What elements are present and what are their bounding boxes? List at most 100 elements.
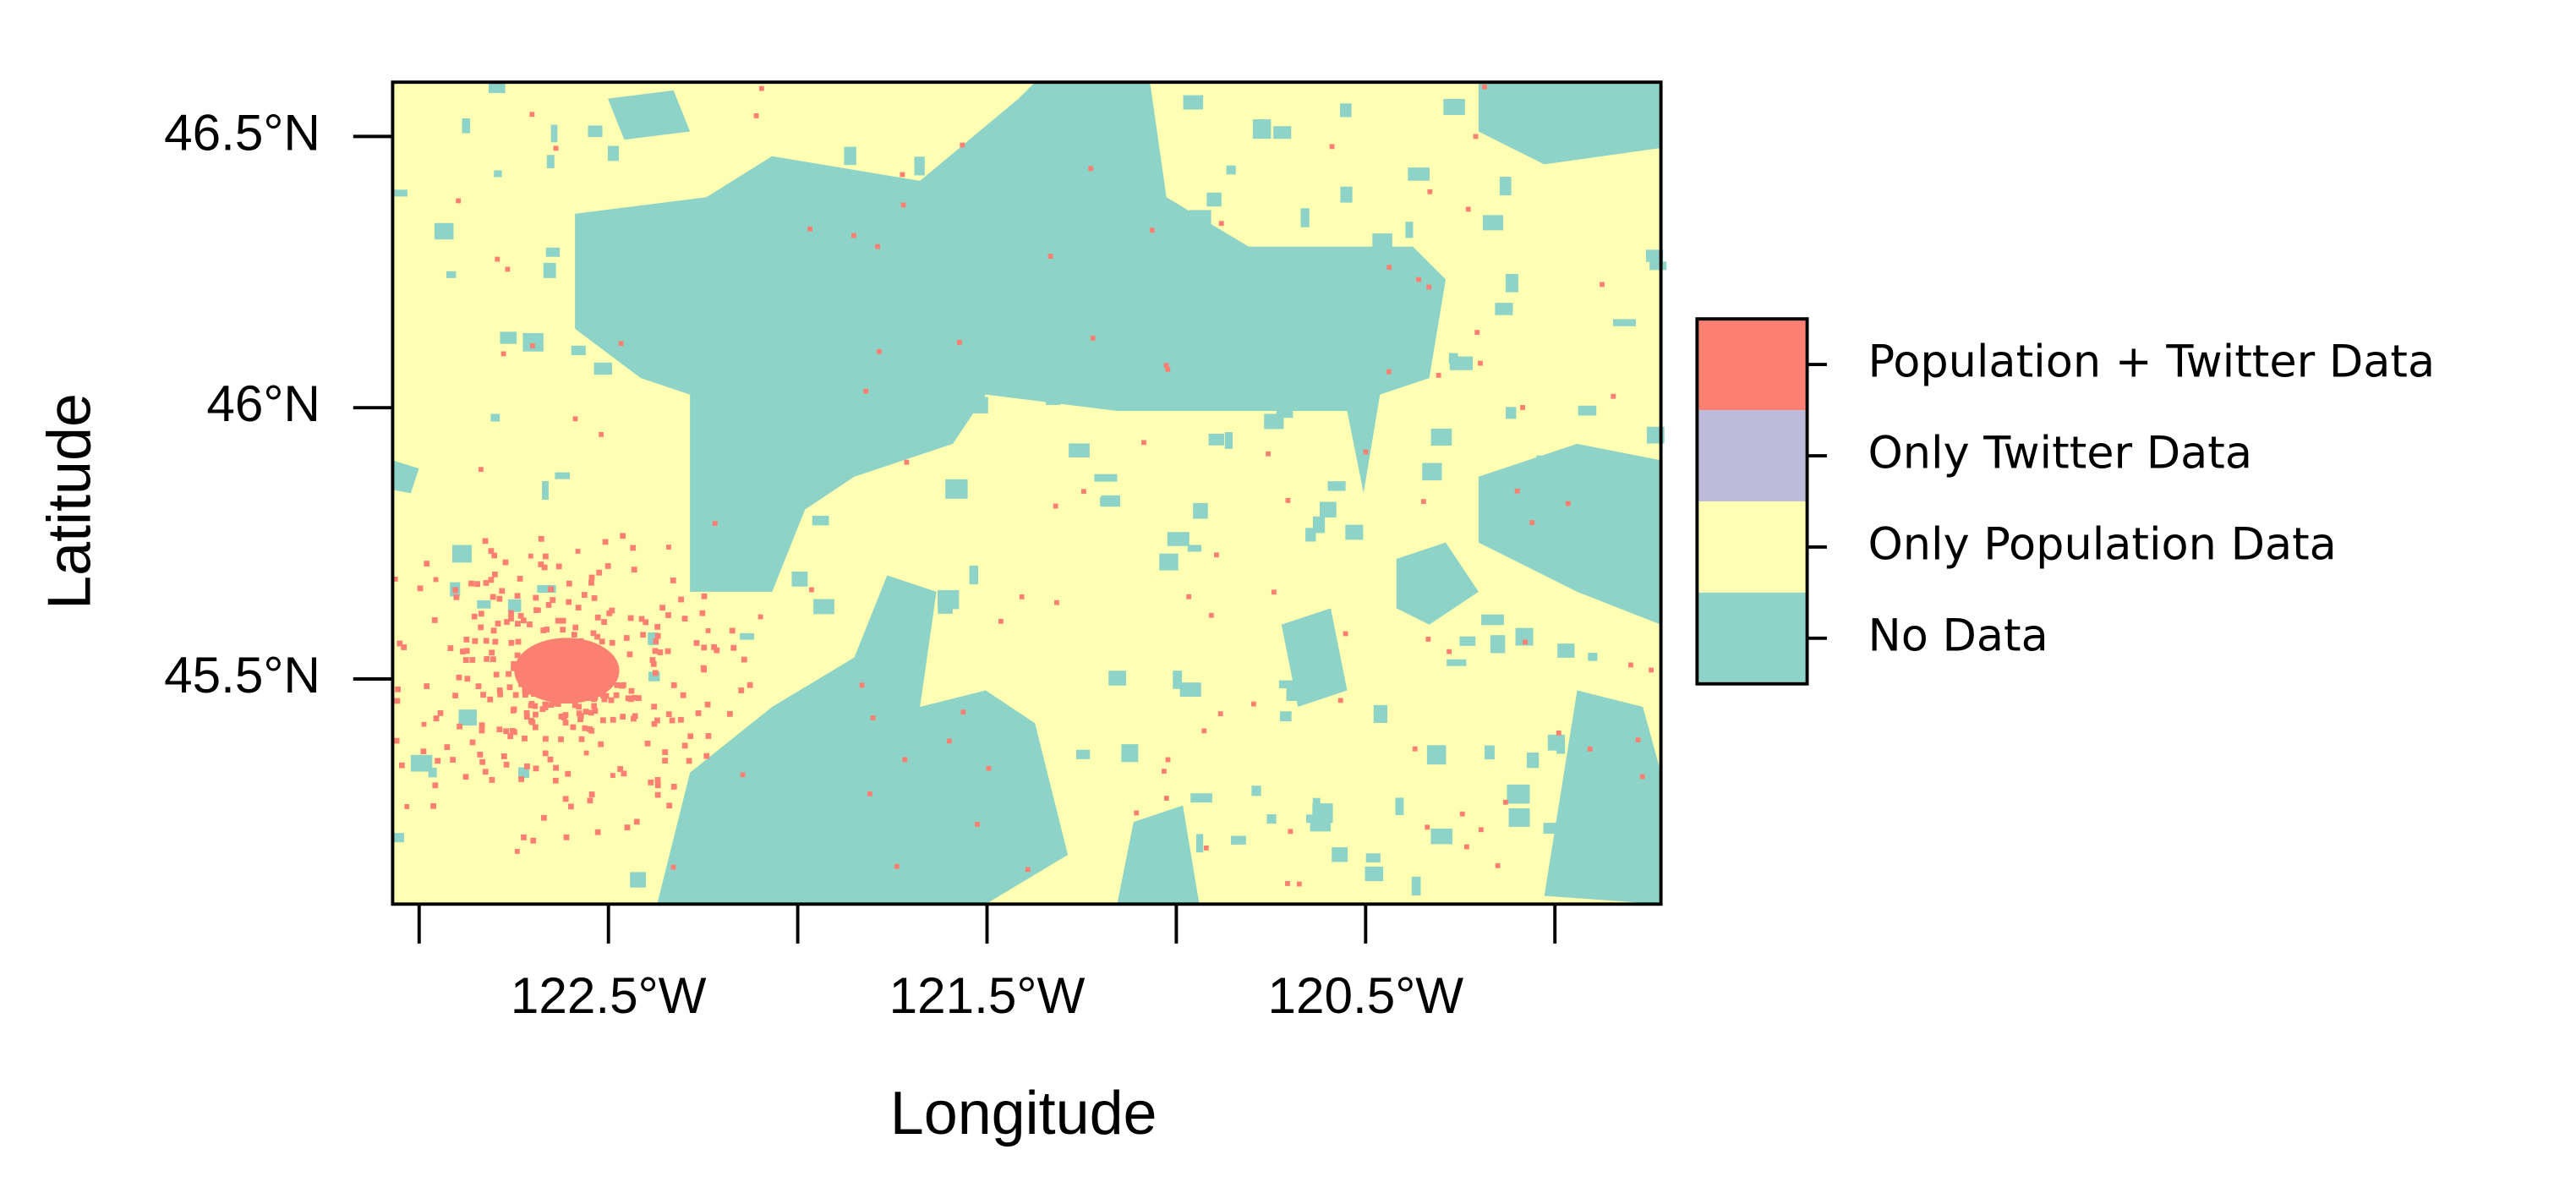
twitter-cell [1271, 589, 1277, 595]
legend-swatch [1697, 501, 1808, 593]
twitter-cell [564, 673, 571, 679]
legend-label: No Data [1868, 610, 2048, 661]
twitter-cell [598, 741, 604, 747]
y-axis-label: Latitude [36, 393, 103, 610]
twitter-cell [522, 736, 528, 742]
twitter-cell [452, 693, 458, 698]
no-data-cell [1094, 474, 1118, 482]
twitter-cell [578, 736, 585, 742]
no-data-cell [956, 217, 974, 232]
twitter-cell [553, 764, 559, 771]
twitter-cell [643, 619, 649, 626]
twitter-cell [395, 686, 402, 693]
twitter-cell [730, 644, 737, 651]
twitter-cell [627, 696, 634, 703]
twitter-cell [457, 723, 462, 730]
twitter-cell [1514, 488, 1520, 494]
twitter-cell [654, 717, 660, 724]
twitter-cell [1465, 206, 1471, 212]
twitter-cell [483, 638, 489, 644]
twitter-cell [1482, 84, 1487, 90]
twitter-cell [542, 736, 549, 742]
twitter-cell [545, 602, 552, 608]
twitter-cell [563, 685, 569, 692]
no-data-cell [542, 480, 549, 500]
no-data-cell [1251, 786, 1261, 797]
no-data-cell [462, 118, 471, 134]
twitter-cell [662, 758, 668, 764]
twitter-cell [1025, 867, 1031, 873]
twitter-cell [1556, 730, 1561, 736]
twitter-cell [523, 714, 530, 720]
twitter-cell [627, 615, 634, 621]
twitter-cell [492, 571, 498, 578]
no-data-cell [1411, 876, 1421, 895]
twitter-cell [594, 614, 601, 621]
twitter-cell [1266, 451, 1272, 457]
twitter-cell [1163, 796, 1169, 801]
twitter-cell [1447, 649, 1452, 654]
twitter-cell [699, 610, 706, 616]
no-data-cell [813, 599, 834, 615]
twitter-cell [603, 693, 610, 699]
twitter-cell [507, 733, 514, 740]
no-data-cell [392, 833, 404, 843]
twitter-cell [528, 675, 534, 682]
twitter-cell [533, 665, 540, 671]
twitter-cell [1201, 728, 1207, 734]
twitter-cell [1464, 844, 1469, 850]
twitter-cell [555, 671, 561, 678]
twitter-cell [518, 776, 524, 782]
no-data-cell [1320, 501, 1337, 518]
twitter-cell [452, 587, 459, 594]
no-data-cell [904, 313, 917, 326]
no-data-cell [1490, 635, 1506, 654]
no-data-cell [1156, 853, 1166, 862]
twitter-cell [520, 617, 527, 624]
twitter-cell [651, 720, 658, 727]
twitter-cell [1019, 594, 1025, 599]
twitter-cell [669, 717, 675, 724]
twitter-cell [620, 714, 626, 720]
twitter-cell [875, 244, 880, 249]
twitter-cell [657, 649, 664, 655]
twitter-cell [602, 672, 609, 679]
twitter-cell [960, 142, 965, 148]
no-data-cell [831, 413, 847, 428]
twitter-cell [599, 638, 605, 645]
twitter-cell [503, 761, 510, 768]
twitter-cell [594, 829, 601, 835]
no-data-cell [654, 276, 674, 285]
twitter-cell [1081, 489, 1086, 495]
twitter-cell [1436, 372, 1441, 378]
twitter-cell [488, 577, 495, 583]
twitter-cell [479, 758, 486, 765]
no-data-cell [588, 125, 603, 138]
twitter-cell [547, 654, 554, 660]
no-data-cell [1179, 682, 1201, 698]
twitter-cell [558, 713, 565, 720]
twitter-cell [614, 682, 621, 688]
twitter-cell [528, 553, 533, 559]
no-data-cell [914, 338, 922, 346]
twitter-cell [649, 657, 656, 663]
twitter-cell [572, 624, 579, 631]
no-data-cell [844, 146, 856, 166]
no-data-cell [1507, 784, 1530, 804]
no-data-cell [1645, 249, 1664, 262]
no-data-cell [708, 264, 726, 279]
no-data-cell [593, 362, 612, 375]
twitter-cell [469, 657, 476, 663]
no-data-cell [1505, 273, 1518, 293]
twitter-cell [850, 233, 856, 238]
twitter-cell [433, 715, 440, 722]
twitter-cell [1186, 594, 1192, 599]
no-data-cell [728, 264, 739, 278]
twitter-cell [1529, 520, 1535, 525]
twitter-cell [538, 561, 544, 567]
twitter-cell [577, 713, 584, 720]
twitter-cell [499, 588, 506, 594]
twitter-cell [1639, 774, 1645, 780]
twitter-cell [482, 769, 489, 775]
no-data-cell [1189, 210, 1211, 230]
